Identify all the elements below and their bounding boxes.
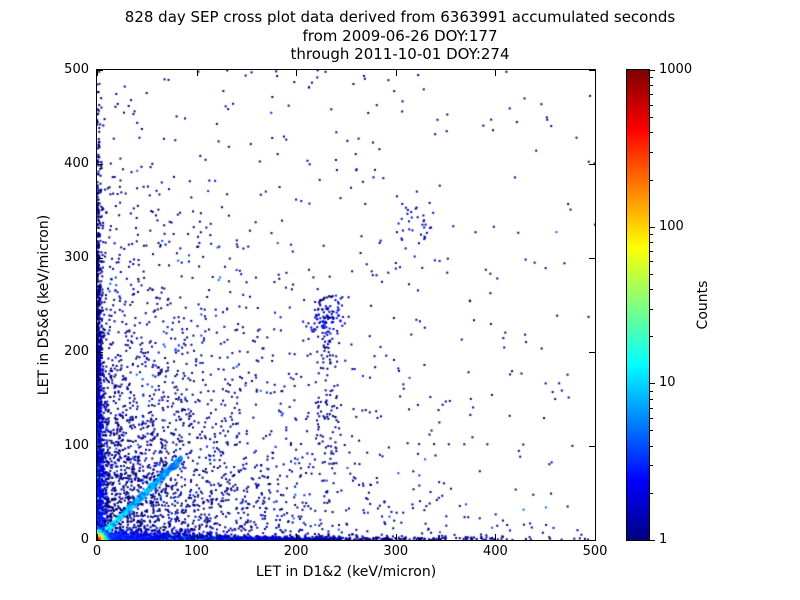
colorbar-minor-tick-mark xyxy=(650,233,653,235)
scatter-canvas xyxy=(97,70,595,540)
y-tick-mark-right xyxy=(589,164,595,165)
colorbar-gradient-canvas xyxy=(627,70,649,540)
y-tick-mark-right xyxy=(589,258,595,259)
chart-subtitle-through: through 2011-10-01 DOY:274 xyxy=(290,45,510,63)
y-tick-mark-right xyxy=(589,446,595,447)
chart-title: 828 day SEP cross plot data derived from… xyxy=(124,8,676,26)
colorbar-tick-label: 1 xyxy=(659,532,668,547)
colorbar-minor-tick-mark xyxy=(650,85,653,87)
x-axis-label: LET in D1&2 (keV/micron) xyxy=(255,564,437,580)
colorbar-minor-tick-mark xyxy=(650,117,653,119)
colorbar-tick-mark xyxy=(650,70,655,71)
x-tick-label: 0 xyxy=(92,544,102,559)
colorbar-minor-tick-mark xyxy=(650,430,653,432)
colorbar-minor-tick-mark xyxy=(650,250,653,252)
colorbar-tick-mark xyxy=(650,540,655,541)
x-tick-mark xyxy=(495,534,497,540)
y-tick-mark xyxy=(97,164,103,165)
y-axis-label: LET in D5&6 (keV/micron) xyxy=(36,214,52,396)
x-tick-mark xyxy=(595,534,596,540)
y-tick-mark xyxy=(97,352,103,353)
y-tick-label: 200 xyxy=(64,344,89,359)
colorbar-tick-mark xyxy=(650,226,655,228)
y-tick-mark xyxy=(97,70,103,71)
x-tick-mark xyxy=(196,534,198,540)
colorbar-minor-tick-mark xyxy=(650,289,653,290)
x-tick-mark-top xyxy=(495,70,497,76)
colorbar-tick-label: 10 xyxy=(659,375,676,391)
colorbar-minor-tick-mark xyxy=(650,465,653,467)
x-tick-label: 100 xyxy=(184,544,209,559)
colorbar-minor-tick-mark xyxy=(650,390,653,392)
x-tick-mark-top xyxy=(595,70,596,76)
colorbar-minor-tick-mark xyxy=(650,336,653,338)
colorbar-minor-tick-mark xyxy=(650,398,653,400)
colorbar-minor-tick-mark xyxy=(650,273,653,275)
colorbar-minor-tick-mark xyxy=(650,492,653,494)
colorbar-label: Counts xyxy=(695,280,711,330)
x-tick-mark xyxy=(97,534,98,540)
x-tick-mark-top xyxy=(395,70,397,76)
x-tick-label: 200 xyxy=(283,544,309,559)
chart-subtitle-from: from 2009-06-26 DOY:177 xyxy=(302,27,498,45)
y-tick-label: 400 xyxy=(64,156,89,171)
y-tick-label: 0 xyxy=(80,532,89,547)
y-tick-mark-right xyxy=(589,70,595,71)
x-tick-label: 400 xyxy=(482,544,508,559)
colorbar-tick-label: 1000 xyxy=(659,62,693,77)
colorbar-minor-tick-mark xyxy=(650,151,653,153)
colorbar-minor-tick-mark xyxy=(650,94,653,96)
colorbar-minor-tick-mark xyxy=(650,445,653,447)
x-tick-mark xyxy=(296,534,298,540)
colorbar-minor-tick-mark xyxy=(650,418,653,420)
colorbar-minor-tick-mark xyxy=(650,308,653,310)
x-tick-label: 500 xyxy=(582,544,608,559)
y-tick-mark-right xyxy=(589,540,595,541)
colorbar-minor-tick-mark xyxy=(650,179,653,181)
y-tick-label: 100 xyxy=(64,438,89,453)
colorbar-minor-tick-mark xyxy=(650,132,653,134)
x-tick-mark-top xyxy=(97,70,98,76)
colorbar-minor-tick-mark xyxy=(650,407,653,409)
colorbar-minor-tick-mark xyxy=(650,261,653,263)
y-tick-mark xyxy=(97,258,103,259)
x-tick-label: 300 xyxy=(383,544,409,559)
x-tick-mark xyxy=(395,534,397,540)
y-tick-label: 500 xyxy=(64,62,89,77)
colorbar-minor-tick-mark xyxy=(650,77,653,79)
colorbar-minor-tick-mark xyxy=(650,104,653,106)
y-tick-mark xyxy=(97,446,103,447)
colorbar-tick-label: 100 xyxy=(659,218,684,234)
colorbar-tick-mark xyxy=(650,383,655,385)
y-tick-mark xyxy=(97,540,103,541)
y-tick-mark-right xyxy=(589,352,595,353)
colorbar-minor-tick-mark xyxy=(650,241,653,243)
plot-area xyxy=(96,69,596,541)
x-tick-mark-top xyxy=(296,70,298,76)
colorbar xyxy=(626,69,650,541)
y-tick-label: 300 xyxy=(64,250,89,265)
x-tick-mark-top xyxy=(196,70,198,76)
